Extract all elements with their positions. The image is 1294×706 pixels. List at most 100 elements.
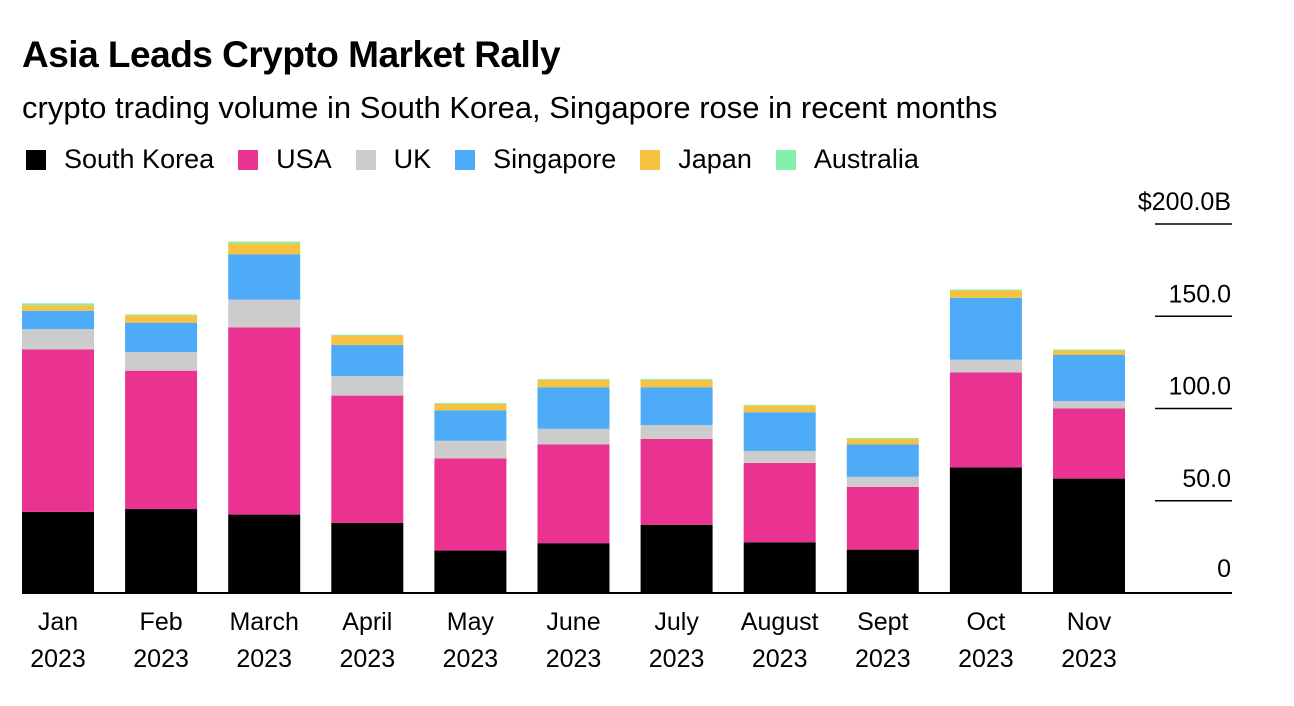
- bar-segment-usa: [846, 486, 919, 550]
- bar-segment-japan: [331, 335, 404, 345]
- x-tick-label-month: Nov: [1067, 608, 1112, 636]
- bar-segment-singapore: [125, 322, 198, 353]
- x-tick-label-month: Sept: [857, 608, 908, 636]
- bar-segment-uk: [125, 352, 198, 371]
- bar-segment-uk: [537, 428, 610, 445]
- legend-label-japan: Japan: [678, 144, 752, 174]
- bar-segment-singapore: [228, 254, 301, 300]
- legend-swatch-singapore: [455, 149, 476, 170]
- bar-segment-south-korea: [331, 522, 404, 593]
- bar-segment-usa: [1053, 408, 1125, 479]
- x-tick-label-year: 2023: [1061, 645, 1117, 673]
- bar-segment-australia: [22, 303, 94, 306]
- legend-item-south-korea: South Korea: [26, 144, 214, 175]
- bar-segment-australia: [846, 438, 919, 439]
- legend-label-usa: USA: [276, 144, 332, 174]
- bar-segment-south-korea: [228, 514, 301, 593]
- y-tick-label: 50.0: [1182, 465, 1231, 493]
- chart-subtitle: crypto trading volume in South Korea, Si…: [22, 90, 998, 125]
- legend-item-singapore: Singapore: [455, 144, 616, 175]
- x-tick-label-year: 2023: [133, 645, 189, 673]
- bar-segment-usa: [228, 327, 301, 515]
- bar-segment-singapore: [846, 444, 919, 477]
- legend-item-australia: Australia: [775, 144, 919, 175]
- bar-segment-uk: [743, 450, 816, 463]
- legend-swatch-uk: [355, 149, 376, 170]
- legend-swatch-australia: [775, 149, 796, 170]
- bar-segment-uk: [949, 359, 1022, 373]
- bar-segment-south-korea: [1053, 478, 1125, 593]
- x-tick-label-year: 2023: [752, 645, 808, 673]
- bar-segment-australia: [228, 241, 301, 244]
- legend-label-uk: UK: [393, 144, 432, 174]
- bar-segment-australia: [434, 402, 507, 404]
- bar-segment-usa: [22, 349, 94, 512]
- bar-segment-south-korea: [949, 467, 1022, 593]
- bar-segment-japan: [846, 438, 919, 445]
- x-tick-label-year: 2023: [30, 645, 86, 673]
- bar-segment-usa: [434, 458, 507, 551]
- x-tick-label-month: Jan: [38, 608, 78, 636]
- y-tick-label: 100.0: [1168, 373, 1231, 401]
- x-tick-label-month: April: [342, 608, 392, 636]
- legend-swatch-south-korea: [26, 149, 46, 170]
- bar-segment-south-korea: [22, 511, 94, 593]
- bar-segment-south-korea: [743, 542, 816, 593]
- legend: South Korea USA UK Singapore Japan Austr…: [26, 144, 943, 175]
- bar-segment-japan: [228, 243, 301, 255]
- bar-segment-south-korea: [434, 550, 507, 593]
- bar-segment-south-korea: [537, 543, 610, 593]
- bar-segment-singapore: [537, 387, 610, 429]
- bar-segment-japan: [743, 405, 816, 413]
- bar-segment-australia: [949, 289, 1022, 291]
- bar-segment-japan: [537, 379, 610, 388]
- legend-swatch-usa: [238, 149, 259, 170]
- x-tick-label-year: 2023: [546, 645, 602, 673]
- bar-segment-australia: [640, 378, 713, 380]
- bar-segment-south-korea: [846, 549, 919, 593]
- x-tick-label-year: 2023: [649, 645, 705, 673]
- bar-segment-australia: [331, 334, 404, 336]
- bar-segment-australia: [125, 314, 198, 316]
- x-tick-label-year: 2023: [855, 645, 911, 673]
- bar-segment-singapore: [949, 297, 1022, 360]
- legend-item-japan: Japan: [640, 144, 752, 175]
- x-tick-label-month: June: [546, 608, 600, 636]
- bar-segment-singapore: [743, 412, 816, 451]
- bar-segment-singapore: [331, 344, 404, 377]
- x-tick-label-month: Oct: [966, 608, 1005, 636]
- bar-segment-uk: [434, 440, 507, 459]
- legend-item-usa: USA: [238, 144, 332, 175]
- bar-segment-south-korea: [640, 524, 713, 593]
- bar-segment-uk: [331, 376, 404, 396]
- bar-segment-japan: [640, 379, 713, 388]
- x-tick-label-year: 2023: [236, 645, 292, 673]
- bar-segment-australia: [537, 378, 610, 380]
- x-tick-label-year: 2023: [958, 645, 1014, 673]
- bar-segment-usa: [743, 462, 816, 543]
- bar-segment-uk: [640, 425, 713, 439]
- x-tick-label-month: Feb: [140, 608, 183, 636]
- bar-segment-usa: [537, 444, 610, 544]
- bar-segment-usa: [125, 370, 198, 510]
- legend-label-south-korea: South Korea: [64, 144, 215, 174]
- bar-segment-south-korea: [125, 509, 198, 593]
- bar-segment-uk: [1053, 401, 1125, 409]
- legend-swatch-japan: [640, 149, 661, 170]
- bar-segment-singapore: [640, 387, 713, 426]
- bar-segment-usa: [640, 438, 713, 525]
- bar-segment-uk: [22, 329, 94, 350]
- bar-segment-japan: [949, 290, 1022, 298]
- y-tick-label: $200.0B: [1138, 188, 1231, 216]
- bar-segment-japan: [125, 315, 198, 323]
- legend-label-singapore: Singapore: [493, 144, 617, 174]
- bar-segment-uk: [228, 299, 301, 328]
- x-tick-label-month: August: [741, 608, 819, 636]
- bar-segment-singapore: [22, 310, 94, 330]
- bar-segment-japan: [1053, 350, 1125, 355]
- x-tick-label-year: 2023: [443, 645, 499, 673]
- chart-title: Asia Leads Crypto Market Rally: [22, 34, 561, 75]
- x-tick-label-month: May: [447, 608, 495, 636]
- bar-segment-australia: [1053, 349, 1125, 351]
- legend-label-australia: Australia: [813, 144, 919, 174]
